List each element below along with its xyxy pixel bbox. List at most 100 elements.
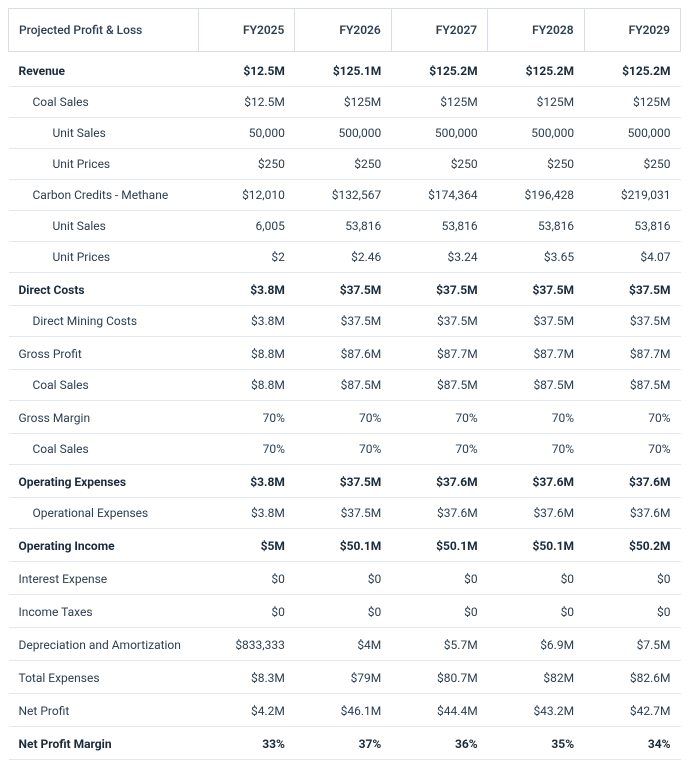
row-cell: $12,010: [199, 180, 295, 211]
table-row: Revenue$12.5M$125.1M$125.2M$125.2M$125.2…: [9, 52, 681, 87]
row-cell: $196,428: [488, 180, 584, 211]
row-cell: $0: [295, 595, 391, 628]
table-row: Total Expenses$8.3M$79M$80.7M$82M$82.6M: [9, 661, 681, 694]
row-cell: $87.7M: [488, 337, 584, 370]
row-label: Coal Sales: [9, 87, 199, 118]
row-cell: $42.7M: [584, 694, 680, 727]
row-cell: $37.6M: [391, 465, 487, 498]
row-cell: $219,031: [584, 180, 680, 211]
row-cell: $87.5M: [488, 370, 584, 401]
row-cell: $37.5M: [295, 306, 391, 337]
row-cell: 33%: [199, 727, 295, 760]
row-cell: 70%: [199, 434, 295, 465]
row-label: Depreciation and Amortization: [9, 628, 199, 661]
table-row: Operating Income$5M$50.1M$50.1M$50.1M$50…: [9, 529, 681, 562]
table-row: Gross Profit$8.8M$87.6M$87.7M$87.7M$87.7…: [9, 337, 681, 370]
table-row: Operating Expenses$3.8M$37.5M$37.6M$37.6…: [9, 465, 681, 498]
row-cell: $87.5M: [295, 370, 391, 401]
row-cell: $37.5M: [488, 273, 584, 306]
row-cell: $87.6M: [295, 337, 391, 370]
row-cell: 500,000: [391, 118, 487, 149]
row-cell: $5.7M: [391, 628, 487, 661]
row-cell: $50.1M: [391, 529, 487, 562]
row-cell: 50,000: [199, 118, 295, 149]
row-cell: $50.2M: [584, 529, 680, 562]
row-cell: $2: [199, 242, 295, 273]
row-cell: $37.5M: [295, 465, 391, 498]
row-cell: 53,816: [488, 211, 584, 242]
row-cell: $7.5M: [584, 628, 680, 661]
table-row: Income Taxes$0$0$0$0$0: [9, 595, 681, 628]
row-cell: 70%: [584, 434, 680, 465]
table-body: Revenue$12.5M$125.1M$125.2M$125.2M$125.2…: [9, 52, 681, 760]
row-cell: 70%: [391, 401, 487, 434]
row-cell: $8.8M: [199, 337, 295, 370]
row-label: Income Taxes: [9, 595, 199, 628]
row-label: Coal Sales: [9, 434, 199, 465]
row-cell: $125.2M: [391, 52, 487, 87]
row-cell: $46.1M: [295, 694, 391, 727]
row-cell: $250: [584, 149, 680, 180]
table-row: Carbon Credits - Methane$12,010$132,567$…: [9, 180, 681, 211]
row-cell: $87.7M: [391, 337, 487, 370]
row-cell: $37.5M: [584, 306, 680, 337]
row-label: Carbon Credits - Methane: [9, 180, 199, 211]
row-cell: 37%: [295, 727, 391, 760]
table-row: Direct Costs$3.8M$37.5M$37.5M$37.5M$37.5…: [9, 273, 681, 306]
table-row: Gross Margin70%70%70%70%70%: [9, 401, 681, 434]
row-cell: $4.07: [584, 242, 680, 273]
row-label: Direct Mining Costs: [9, 306, 199, 337]
row-label: Operational Expenses: [9, 498, 199, 529]
row-cell: $37.6M: [584, 498, 680, 529]
row-cell: $0: [488, 595, 584, 628]
row-cell: $3.24: [391, 242, 487, 273]
row-cell: $37.6M: [391, 498, 487, 529]
row-cell: $79M: [295, 661, 391, 694]
row-label: Gross Profit: [9, 337, 199, 370]
row-cell: $44.4M: [391, 694, 487, 727]
row-cell: $125M: [584, 87, 680, 118]
row-cell: $125.2M: [584, 52, 680, 87]
row-cell: $8.8M: [199, 370, 295, 401]
row-label: Unit Sales: [9, 118, 199, 149]
row-cell: $82.6M: [584, 661, 680, 694]
table-row: Direct Mining Costs$3.8M$37.5M$37.5M$37.…: [9, 306, 681, 337]
row-cell: $0: [295, 562, 391, 595]
row-cell: 70%: [391, 434, 487, 465]
table-row: Depreciation and Amortization$833,333$4M…: [9, 628, 681, 661]
row-cell: 70%: [488, 401, 584, 434]
table-row: Operational Expenses$3.8M$37.5M$37.6M$37…: [9, 498, 681, 529]
row-label: Operating Income: [9, 529, 199, 562]
row-label: Operating Expenses: [9, 465, 199, 498]
table-row: Net Profit Margin33%37%36%35%34%: [9, 727, 681, 760]
row-cell: $0: [391, 595, 487, 628]
row-cell: $125.1M: [295, 52, 391, 87]
header-fy3: FY2027: [391, 9, 487, 52]
row-cell: $6.9M: [488, 628, 584, 661]
row-cell: $250: [488, 149, 584, 180]
row-label: Coal Sales: [9, 370, 199, 401]
header-title: Projected Profit & Loss: [9, 9, 199, 52]
row-cell: 36%: [391, 727, 487, 760]
row-cell: $12.5M: [199, 52, 295, 87]
table-row: Interest Expense$0$0$0$0$0: [9, 562, 681, 595]
row-cell: 500,000: [584, 118, 680, 149]
row-label: Total Expenses: [9, 661, 199, 694]
table-row: Unit Prices$250$250$250$250$250: [9, 149, 681, 180]
header-fy4: FY2028: [488, 9, 584, 52]
projected-profit-loss-table: Projected Profit & Loss FY2025 FY2026 FY…: [8, 8, 681, 760]
row-cell: $174,364: [391, 180, 487, 211]
row-label: Unit Prices: [9, 242, 199, 273]
row-cell: 70%: [584, 401, 680, 434]
row-cell: 70%: [295, 434, 391, 465]
table-row: Unit Prices$2$2.46$3.24$3.65$4.07: [9, 242, 681, 273]
row-cell: $833,333: [199, 628, 295, 661]
row-cell: $80.7M: [391, 661, 487, 694]
row-cell: $0: [199, 562, 295, 595]
row-cell: 6,005: [199, 211, 295, 242]
row-cell: $0: [199, 595, 295, 628]
row-cell: $250: [391, 149, 487, 180]
row-cell: $87.7M: [584, 337, 680, 370]
row-cell: $12.5M: [199, 87, 295, 118]
row-cell: 500,000: [488, 118, 584, 149]
